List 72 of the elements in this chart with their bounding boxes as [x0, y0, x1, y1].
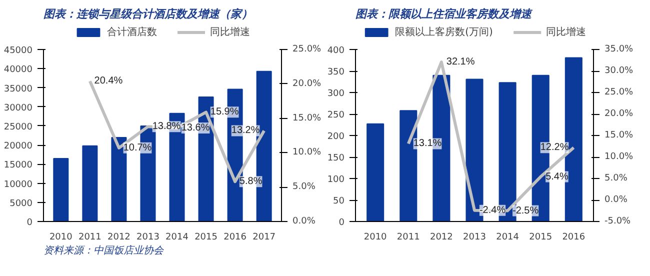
y2-tick-label: 25.0%: [292, 44, 322, 55]
data-label: -2.5%: [512, 205, 539, 216]
data-label: 20.4%: [94, 76, 123, 87]
data-label: -2.4%: [479, 204, 506, 216]
y-tick-label: 10000: [4, 180, 33, 190]
data-label: 32.1%: [446, 56, 475, 68]
legend-label: 限额以上客房数(万间): [395, 26, 493, 39]
y2-tick-label: 0.0%: [604, 195, 628, 206]
y-tick-label: 0: [338, 218, 345, 228]
y2-tick-label: 10.0%: [604, 152, 634, 162]
chart-title: 图表：限额以上住宿业客房数及增速: [356, 8, 534, 20]
y-tick-label: 15000: [4, 160, 33, 171]
y-tick-label: 50: [333, 196, 345, 207]
y-tick-label: 350: [327, 68, 345, 78]
y-tick-label: 25000: [4, 122, 33, 132]
data-label: 13.8%: [152, 121, 181, 132]
y2-tick-label: 15.0%: [292, 113, 322, 124]
y2-tick-label: 30.0%: [604, 66, 634, 76]
y-tick-label: 0: [26, 218, 33, 228]
data-label: 5.8%: [239, 176, 262, 188]
legend-label: 同比增速: [546, 26, 586, 39]
y2-tick-label: 0.0%: [292, 216, 316, 226]
y-tick-label: 5000: [10, 198, 33, 209]
x-tick-label: 2011: [396, 232, 420, 242]
x-tick-label: 2015: [194, 232, 218, 242]
y-tick-label: 250: [327, 110, 345, 121]
chart-title: 图表：连锁与星级合计酒店数及增速（家）: [44, 8, 252, 20]
y-tick-label: 300: [327, 89, 345, 100]
bar: [53, 158, 69, 222]
legend-label: 同比增速: [210, 26, 250, 39]
data-label: 5.4%: [546, 171, 568, 182]
data-label: 13.1%: [413, 138, 442, 150]
y2-tick-label: 10.0%: [292, 148, 322, 158]
y-tick-label: 20000: [4, 142, 33, 152]
y2-tick-label: 5.0%: [604, 174, 628, 184]
x-tick-label: 2013: [136, 232, 160, 242]
x-tick-label: 2010: [49, 232, 73, 242]
x-tick-label: 2012: [430, 232, 453, 242]
data-label: 13.2%: [231, 125, 260, 136]
y-tick-label: 100: [327, 175, 345, 186]
data-label: 10.7%: [123, 142, 152, 154]
data-label: 13.6%: [181, 122, 210, 134]
y2-tick-label: 20.0%: [604, 109, 634, 120]
y2-tick-label: 25.0%: [604, 88, 634, 98]
data-label: 12.2%: [540, 142, 569, 154]
y-tick-label: 200: [327, 132, 345, 142]
y-tick-label: 30000: [4, 103, 33, 114]
y2-tick-label: -5.0%: [604, 216, 632, 226]
y2-tick-label: 20.0%: [292, 78, 322, 89]
legend-label: 合计酒店数: [107, 26, 157, 39]
data-label: 15.9%: [210, 106, 239, 118]
y2-tick-label: 15.0%: [604, 130, 634, 141]
y-tick-label: 40000: [4, 65, 33, 76]
x-tick-label: 2010: [364, 232, 388, 242]
text: 资料来源：中国饭店业协会: [44, 244, 164, 256]
bar: [82, 145, 98, 222]
y-tick-label: 45000: [4, 46, 33, 56]
x-tick-label: 2011: [78, 232, 102, 242]
y2-tick-label: 5.0%: [292, 182, 316, 192]
y2-tick-label: 35.0%: [604, 44, 634, 55]
x-tick-label: 2013: [463, 232, 486, 242]
x-tick-label: 2016: [224, 232, 247, 242]
x-tick-label: 2014: [166, 232, 189, 242]
bar: [366, 123, 384, 222]
x-tick-label: 2017: [252, 232, 276, 242]
y-tick-label: 35000: [4, 84, 33, 94]
y-tick-label: 400: [327, 46, 345, 56]
x-tick-label: 2016: [562, 232, 586, 242]
x-tick-label: 2014: [496, 232, 520, 242]
y-tick-label: 150: [327, 154, 345, 164]
x-tick-label: 2015: [529, 232, 552, 242]
x-tick-label: 2012: [108, 232, 130, 242]
